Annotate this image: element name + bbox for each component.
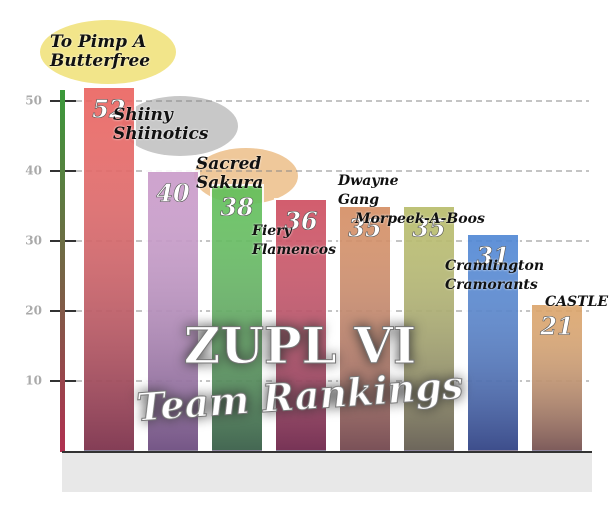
bar-shade: [404, 206, 454, 451]
chart-title: ZUPL VI: [184, 316, 416, 375]
category-label: Cramlington Cramorants: [445, 258, 544, 293]
category-label: Sacred Sakura: [196, 154, 264, 193]
value-label: 52: [92, 95, 125, 124]
bar-shade: [340, 206, 390, 451]
value-label: 38: [220, 193, 254, 222]
category-label: Fiery Flamencos: [252, 223, 336, 258]
value-label: 36: [284, 207, 318, 236]
bar-shade: [84, 87, 134, 451]
y-axis: [60, 90, 65, 452]
y-tick-label: 30: [25, 234, 42, 248]
y-tick-label: 40: [25, 164, 42, 178]
value-label: 31: [476, 242, 509, 271]
highlight: [40, 20, 176, 84]
category-label: Morpeek-A-Boos: [355, 211, 485, 227]
value-label: 21: [539, 312, 573, 341]
highlight: [122, 96, 238, 156]
bar-shade: [276, 199, 326, 451]
value-label: 35: [412, 214, 445, 243]
x-strip: [62, 452, 592, 492]
bar-shade: [148, 171, 198, 451]
category-label: Shiiny Shiinotics: [113, 105, 209, 144]
category-label: Dwayne Gang: [338, 173, 399, 208]
y-tick-label: 20: [25, 304, 42, 318]
y-tick-label: 50: [25, 94, 42, 108]
y-tick-label: 10: [25, 374, 42, 388]
bar-shade: [212, 185, 262, 451]
value-label: 40: [156, 179, 190, 208]
category-label: To Pimp A Butterfree: [50, 32, 151, 71]
value-label: 35: [348, 214, 381, 243]
bar-shade: [532, 304, 582, 451]
bar-shade: [468, 234, 518, 451]
category-label: CASTLE: [545, 294, 609, 310]
